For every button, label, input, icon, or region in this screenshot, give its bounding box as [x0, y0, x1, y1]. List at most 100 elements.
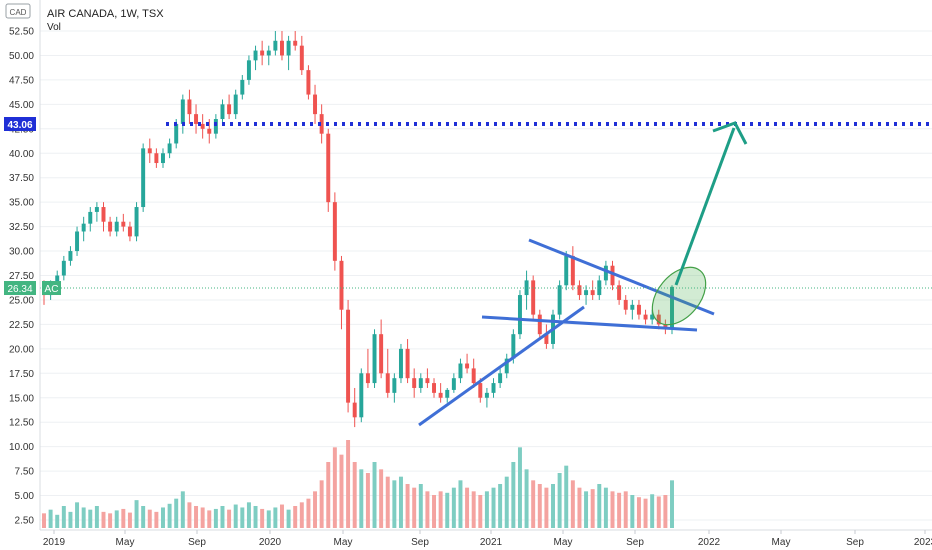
volume-bar	[551, 484, 555, 528]
candle-body	[478, 383, 483, 398]
candle-body	[623, 299, 628, 310]
price-tick-label: 32.50	[9, 222, 34, 233]
currency-badge: CAD	[10, 8, 27, 17]
candle-body	[141, 148, 146, 208]
candle-body	[537, 314, 542, 335]
volume-bar	[438, 491, 443, 528]
volume-bar	[630, 495, 635, 528]
volume-bar	[81, 507, 86, 528]
candle-body	[412, 378, 417, 388]
candle-body	[398, 348, 403, 379]
volume-bar	[531, 480, 536, 528]
candle-body	[127, 226, 132, 237]
rising-support-line[interactable]	[418, 305, 585, 427]
volume-bar	[42, 513, 46, 528]
volume-bar	[379, 469, 384, 528]
volume-bar	[286, 509, 291, 528]
projection-arrow-head[interactable]	[712, 121, 748, 145]
volume-bar	[623, 491, 628, 528]
volume-bar	[101, 511, 106, 528]
lower-trend-line[interactable]	[481, 315, 698, 332]
candle-body	[81, 223, 86, 232]
volume-bar	[359, 469, 364, 528]
price-tick-label: 30.00	[9, 247, 34, 258]
candle-body	[299, 45, 304, 71]
volume-bar	[326, 462, 331, 528]
price-tick-label: 37.50	[9, 173, 34, 184]
breakout-ellipse[interactable]	[642, 257, 717, 335]
candle-body	[207, 128, 212, 134]
volume-bar	[372, 462, 377, 528]
time-tick-label: 2023	[914, 537, 932, 548]
volume-bar	[121, 508, 126, 528]
volume-bar	[557, 473, 562, 528]
candle-body	[200, 123, 205, 129]
price-tick-label: 52.50	[9, 27, 34, 38]
candle-body	[227, 104, 232, 115]
volume-bar	[511, 462, 516, 528]
candle-body	[650, 314, 655, 320]
candle-body	[220, 104, 225, 120]
candle-body	[544, 334, 549, 344]
volume-bar	[385, 476, 390, 528]
volume-bar	[141, 506, 146, 528]
candle-body	[339, 260, 344, 310]
candle-body	[451, 378, 456, 390]
volume-bar	[352, 462, 357, 528]
volume-bar	[484, 491, 489, 528]
candle-body	[319, 114, 324, 134]
volume-bar	[61, 506, 66, 528]
upper-trend-line[interactable]	[528, 238, 715, 316]
candle-body	[75, 231, 80, 252]
candle-body	[365, 373, 370, 384]
time-tick-label: Sep	[188, 537, 206, 548]
candle-body	[656, 314, 661, 325]
time-tick-label: May	[554, 537, 573, 548]
price-tick-label: 10.00	[9, 442, 34, 453]
candle-body	[504, 358, 509, 374]
candle-body	[260, 50, 265, 56]
price-tick-label: 5.00	[15, 491, 35, 502]
price-tick-label: 50.00	[9, 51, 34, 62]
candle-body	[352, 402, 357, 418]
volume-bar	[458, 480, 463, 528]
volume-bar	[88, 509, 93, 528]
price-tick-label: 27.50	[9, 271, 34, 282]
candle-body	[491, 383, 496, 393]
volume-bar	[597, 484, 602, 528]
time-tick-label: Sep	[846, 537, 864, 548]
volume-bar	[75, 502, 80, 528]
volume-bar	[180, 491, 185, 528]
volume-bars	[42, 440, 674, 528]
volume-bar	[227, 509, 232, 528]
chart-legend: CAD AIR CANADA, 1W, TSX Vol	[5, 3, 164, 33]
volume-bar	[273, 507, 278, 528]
time-tick-label: Sep	[411, 537, 429, 548]
volume-bar	[161, 507, 165, 528]
volume-bar	[445, 492, 450, 528]
volume-bar	[187, 502, 192, 528]
candle-body	[286, 40, 291, 56]
time-tick-label: 2021	[480, 537, 503, 548]
candle-body	[174, 123, 179, 144]
time-tick-label: May	[772, 537, 791, 548]
candle-body	[372, 334, 377, 384]
candle-body	[392, 378, 397, 393]
candle-body	[432, 383, 437, 393]
candle-body	[121, 221, 126, 227]
candle-body	[584, 290, 589, 296]
projection-arrow-shaft[interactable]	[674, 127, 736, 286]
candle-body	[306, 70, 311, 95]
volume-bar	[319, 480, 324, 528]
candle-body	[636, 304, 641, 315]
candle-body	[187, 99, 192, 115]
volume-bar	[432, 495, 437, 528]
candle-body	[603, 265, 608, 281]
volume-bar	[412, 487, 417, 528]
candle-body	[108, 221, 113, 232]
price-tick-label: 7.50	[15, 467, 35, 478]
price-axis: 52.5050.0047.5045.0042.5040.0037.5035.00…	[9, 27, 34, 527]
volume-bar	[246, 502, 251, 528]
time-tick-label: 2020	[259, 537, 282, 548]
